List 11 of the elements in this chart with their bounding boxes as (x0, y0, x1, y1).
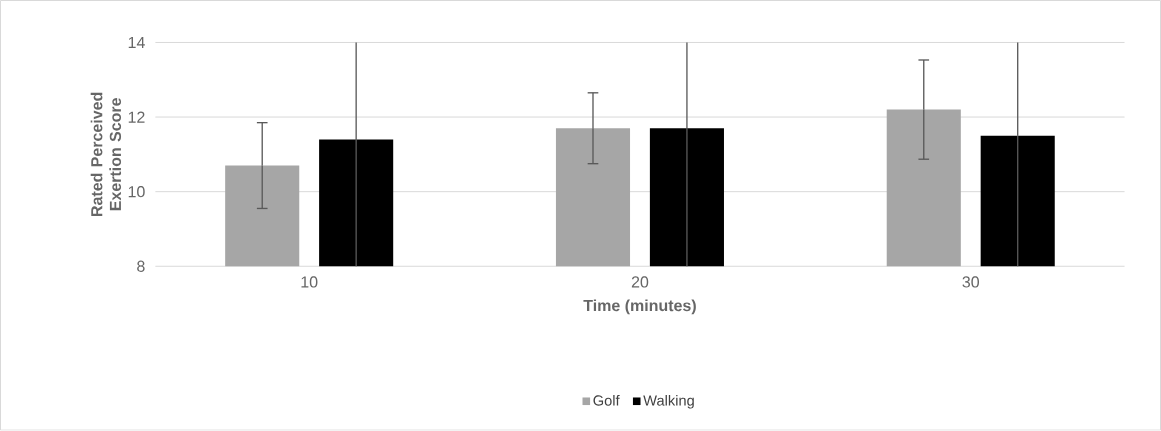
x-tick-label: 30 (962, 276, 980, 288)
y-tick-label: 10 (128, 186, 145, 198)
legend-label: Golf (593, 395, 620, 406)
y-tick-label: 14 (128, 37, 145, 49)
y-tick-label: 8 (137, 260, 145, 273)
y-axis-title: Rated Perceived Exertion Score (90, 92, 122, 217)
x-tick-label: 10 (301, 276, 318, 288)
y-tick-label: 12 (128, 111, 145, 123)
x-tick-label: 20 (631, 276, 649, 288)
x-axis-title: Time (minutes) (583, 299, 696, 315)
legend-label: Walking (643, 395, 694, 409)
